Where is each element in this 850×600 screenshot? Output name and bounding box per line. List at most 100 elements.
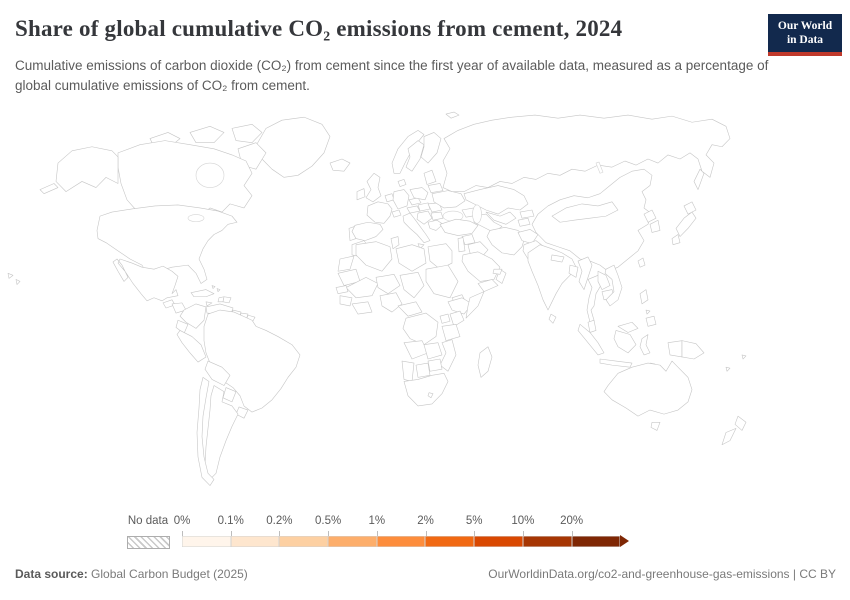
country-malaysia[interactable] [587, 319, 639, 333]
country-belgium-netherlands[interactable] [384, 193, 395, 203]
country-algeria[interactable] [355, 241, 393, 272]
country-belarus[interactable] [427, 183, 444, 193]
country-germany[interactable] [392, 189, 410, 210]
country-uruguay[interactable] [235, 406, 249, 419]
country-china[interactable] [531, 168, 653, 272]
country-hungary[interactable] [417, 202, 431, 212]
country-alaska[interactable] [39, 146, 119, 194]
country-france[interactable] [366, 201, 393, 224]
legend-segment[interactable] [571, 536, 621, 547]
country-myanmar[interactable] [577, 256, 593, 290]
legend-color-bar[interactable] [182, 535, 630, 547]
country-baltics[interactable] [423, 169, 437, 185]
country-nigeria[interactable] [379, 292, 403, 313]
country-italy[interactable] [402, 212, 431, 250]
country-finland[interactable] [420, 132, 442, 164]
country-laos[interactable] [597, 270, 611, 290]
country-drc[interactable] [402, 312, 439, 346]
country-india[interactable] [527, 244, 577, 311]
country-guinea[interactable] [339, 295, 353, 307]
country-switzerland[interactable] [391, 209, 402, 218]
country-madagascar[interactable] [477, 346, 493, 378]
country-united-states[interactable] [96, 204, 238, 284]
country-canada-arctic[interactable] [149, 123, 267, 170]
country-ireland[interactable] [356, 188, 366, 201]
country-senegal[interactable] [335, 285, 349, 294]
country-new-zealand[interactable] [721, 415, 747, 446]
country-south-africa[interactable] [403, 372, 449, 407]
country-ivory-coast-ghana[interactable] [351, 301, 373, 315]
legend-segment[interactable] [474, 536, 523, 547]
country-balkans[interactable] [416, 210, 433, 225]
attribution-link[interactable]: OurWorldinData.org/co2-and-greenhouse-ga… [488, 567, 836, 581]
country-pacific-islands[interactable] [725, 354, 747, 372]
country-japan[interactable] [671, 201, 697, 246]
country-bangladesh[interactable] [568, 264, 579, 278]
country-oman[interactable] [495, 268, 507, 284]
country-sudan[interactable] [425, 264, 459, 299]
country-greenland[interactable] [255, 116, 331, 178]
country-austria[interactable] [406, 205, 421, 214]
country-south-korea[interactable] [649, 219, 661, 233]
country-tajikistan[interactable] [517, 217, 531, 227]
legend-segment[interactable] [182, 536, 231, 547]
country-hawaii[interactable] [7, 272, 21, 285]
country-niger[interactable] [375, 273, 401, 294]
country-united-kingdom[interactable] [365, 172, 382, 203]
country-norway[interactable] [391, 130, 425, 174]
country-north-korea[interactable] [643, 209, 657, 223]
country-vietnam[interactable] [604, 264, 623, 307]
country-dominican-republic[interactable] [222, 296, 232, 304]
country-greece[interactable] [427, 219, 444, 231]
country-chad[interactable] [399, 271, 425, 299]
country-iceland[interactable] [329, 158, 351, 172]
country-jamaica[interactable] [205, 301, 213, 307]
country-somalia[interactable] [465, 291, 485, 319]
country-denmark[interactable] [397, 179, 407, 187]
no-data-swatch[interactable] [127, 536, 170, 549]
country-canada[interactable] [117, 140, 253, 219]
legend-segment[interactable] [522, 536, 572, 547]
country-afghanistan[interactable] [517, 229, 539, 244]
country-namibia[interactable] [401, 360, 415, 382]
country-levant[interactable] [457, 237, 466, 253]
country-sweden[interactable] [405, 140, 425, 172]
legend-segment[interactable] [425, 536, 475, 547]
country-chile[interactable] [196, 377, 215, 486]
country-taiwan[interactable] [637, 257, 646, 268]
country-zambia[interactable] [423, 342, 443, 360]
country-colombia[interactable] [179, 303, 207, 329]
country-mali[interactable] [345, 277, 379, 299]
country-mongolia[interactable] [551, 201, 619, 223]
country-paraguay[interactable] [222, 387, 237, 403]
country-kenya[interactable] [449, 310, 465, 327]
country-nepal[interactable] [550, 254, 565, 263]
country-spain[interactable] [351, 221, 384, 241]
country-bulgaria[interactable] [430, 211, 444, 221]
country-philippines[interactable] [639, 289, 657, 327]
country-bolivia[interactable] [204, 360, 231, 386]
country-uzbekistan[interactable] [485, 211, 517, 225]
country-argentina[interactable] [204, 385, 239, 480]
country-russia[interactable] [442, 114, 731, 192]
country-egypt[interactable] [427, 243, 453, 270]
country-tunisia[interactable] [390, 236, 400, 250]
country-uganda[interactable] [439, 313, 451, 324]
country-czechia-slovakia[interactable] [408, 197, 422, 206]
country-peru[interactable] [176, 330, 207, 363]
country-tanzania[interactable] [441, 324, 461, 341]
country-svalbard[interactable] [445, 111, 460, 119]
country-australia[interactable] [603, 360, 693, 431]
country-cuba[interactable] [190, 289, 215, 298]
owid-logo[interactable]: Our World in Data [768, 14, 842, 56]
country-zimbabwe[interactable] [427, 358, 443, 372]
country-lesotho[interactable] [427, 392, 434, 399]
country-yemen[interactable] [477, 279, 499, 292]
country-turkey[interactable] [439, 218, 479, 236]
country-mexico[interactable] [112, 258, 179, 302]
country-libya[interactable] [395, 244, 427, 272]
country-cameroon[interactable] [397, 301, 423, 317]
country-papua-new-guinea[interactable] [681, 340, 705, 360]
country-iran[interactable] [486, 227, 526, 256]
country-mozambique[interactable] [439, 339, 457, 372]
